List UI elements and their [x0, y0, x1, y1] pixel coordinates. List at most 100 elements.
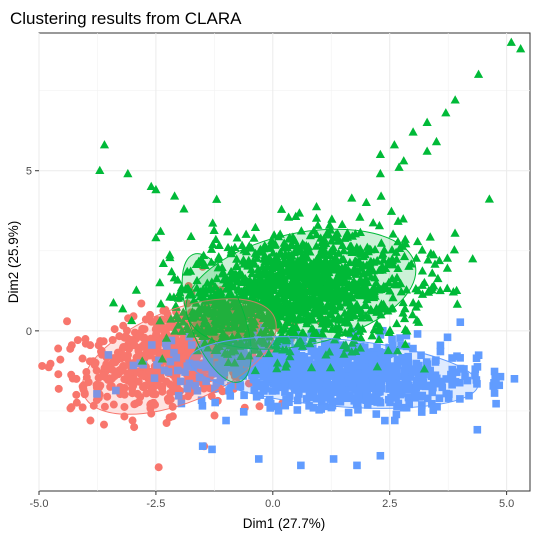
data-point — [325, 220, 335, 229]
data-point — [381, 416, 389, 425]
data-point — [303, 373, 312, 382]
data-point — [398, 214, 408, 223]
data-point — [226, 248, 237, 258]
data-point — [387, 245, 397, 254]
data-point — [336, 391, 344, 400]
data-point — [153, 361, 161, 369]
data-point — [374, 334, 384, 343]
data-point — [442, 283, 452, 292]
data-point — [415, 366, 424, 374]
data-point — [330, 383, 338, 391]
data-point — [191, 360, 199, 369]
data-point — [223, 323, 233, 332]
data-point — [164, 396, 173, 405]
data-point — [428, 250, 439, 259]
data-point — [162, 419, 171, 428]
data-point — [118, 304, 128, 313]
data-point — [153, 380, 162, 389]
data-point — [172, 353, 181, 362]
data-point — [54, 384, 63, 393]
cluster-ellipse — [188, 336, 479, 409]
data-point — [118, 364, 127, 373]
data-point — [173, 320, 183, 329]
data-point — [413, 330, 422, 338]
data-point — [452, 368, 461, 376]
data-point — [400, 234, 410, 243]
data-point — [456, 318, 465, 326]
data-point — [119, 321, 128, 330]
data-point — [373, 343, 381, 352]
data-point — [383, 345, 393, 355]
data-point — [375, 322, 385, 331]
data-point — [372, 410, 381, 418]
data-point — [195, 291, 206, 301]
data-point — [170, 326, 180, 335]
data-point — [93, 390, 101, 398]
data-point — [250, 300, 260, 310]
data-point — [399, 156, 409, 165]
x-axis-ticks: -5.0 -2.5 0.0 2.5 5.0 — [30, 491, 514, 510]
data-point — [273, 402, 282, 411]
data-point — [276, 204, 287, 213]
data-point — [151, 184, 161, 194]
data-point — [356, 380, 365, 389]
data-point — [272, 358, 283, 367]
data-point — [223, 357, 233, 367]
data-point — [323, 394, 332, 402]
data-point — [316, 287, 326, 296]
data-point — [363, 384, 372, 393]
data-point — [252, 381, 260, 390]
data-point — [100, 402, 109, 411]
data-point — [123, 168, 133, 178]
data-point — [339, 277, 349, 287]
data-point — [388, 335, 396, 343]
data-point — [327, 214, 337, 223]
data-point — [214, 252, 224, 261]
data-point — [146, 181, 156, 191]
data-point — [448, 354, 456, 362]
data-point — [402, 331, 411, 340]
data-point — [321, 302, 332, 311]
data-point — [305, 274, 315, 283]
data-point — [355, 212, 365, 221]
data-point — [131, 399, 140, 408]
data-point — [288, 328, 298, 337]
data-point — [396, 372, 405, 381]
data-point — [412, 236, 423, 246]
data-point — [365, 397, 374, 405]
data-point — [373, 357, 381, 365]
data-point — [280, 321, 290, 330]
data-point — [377, 250, 387, 259]
data-point — [285, 351, 295, 361]
cluster-3-points — [93, 318, 519, 470]
data-point — [343, 378, 352, 387]
data-point — [388, 382, 397, 391]
data-point — [227, 381, 235, 390]
data-point — [376, 238, 386, 247]
data-point — [425, 232, 435, 241]
data-point — [278, 352, 287, 361]
data-point — [273, 383, 282, 392]
data-point — [361, 378, 370, 386]
data-point — [442, 263, 452, 272]
data-point — [201, 285, 211, 294]
data-point — [376, 331, 385, 339]
data-point — [369, 282, 379, 291]
data-point — [315, 372, 323, 380]
data-point — [338, 384, 346, 393]
data-point — [292, 271, 302, 280]
data-point — [297, 368, 306, 377]
data-point — [311, 363, 320, 371]
data-point — [305, 402, 313, 410]
data-point — [166, 388, 175, 397]
data-point — [284, 232, 295, 242]
data-point — [389, 341, 397, 350]
data-point — [266, 399, 275, 408]
data-point — [275, 273, 285, 282]
data-point — [214, 361, 222, 369]
data-point — [400, 303, 410, 313]
data-point — [241, 352, 249, 360]
data-point — [331, 372, 339, 381]
data-point — [234, 366, 243, 374]
data-point — [278, 372, 287, 381]
